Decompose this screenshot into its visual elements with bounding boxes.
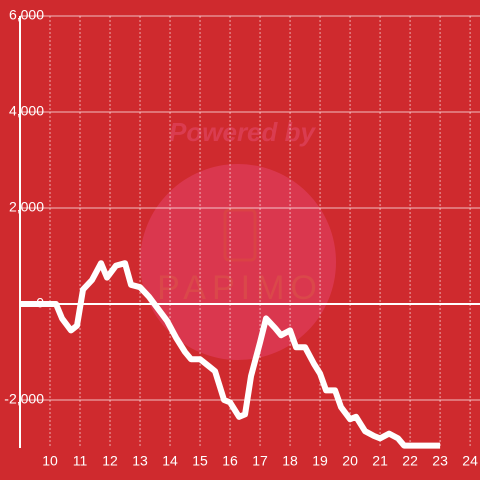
watermark-icon bbox=[223, 208, 257, 262]
x-tick-label: 17 bbox=[252, 453, 268, 469]
x-tick-label: 16 bbox=[222, 453, 238, 469]
y-tick-label: -2,000 bbox=[4, 391, 44, 407]
y-tick-label: 4,000 bbox=[9, 103, 44, 119]
x-tick-label: 13 bbox=[132, 453, 148, 469]
x-tick-label: 18 bbox=[282, 453, 298, 469]
x-tick-label: 20 bbox=[342, 453, 358, 469]
x-tick-label: 12 bbox=[102, 453, 118, 469]
watermark-brand: PAPIMO bbox=[157, 269, 323, 307]
x-tick-label: 24 bbox=[462, 453, 478, 469]
watermark: Powered by PAPIMO bbox=[140, 117, 336, 360]
y-tick-label: 2,000 bbox=[9, 199, 44, 215]
line bbox=[20, 260, 441, 449]
x-tick-label: 19 bbox=[312, 453, 328, 469]
x-tick-label: 11 bbox=[73, 453, 88, 469]
y-tick-label: 6,000 bbox=[9, 7, 44, 23]
x-tick-label: 14 bbox=[162, 453, 178, 469]
x-tick-label: 21 bbox=[372, 453, 388, 469]
watermark-circle bbox=[140, 164, 336, 360]
x-tick-label: 22 bbox=[402, 453, 418, 469]
x-tick-label: 10 bbox=[42, 453, 58, 469]
x-tick-label: 23 bbox=[432, 453, 448, 469]
x-tick-label: 15 bbox=[192, 453, 208, 469]
watermark-text: Powered by bbox=[169, 117, 316, 147]
